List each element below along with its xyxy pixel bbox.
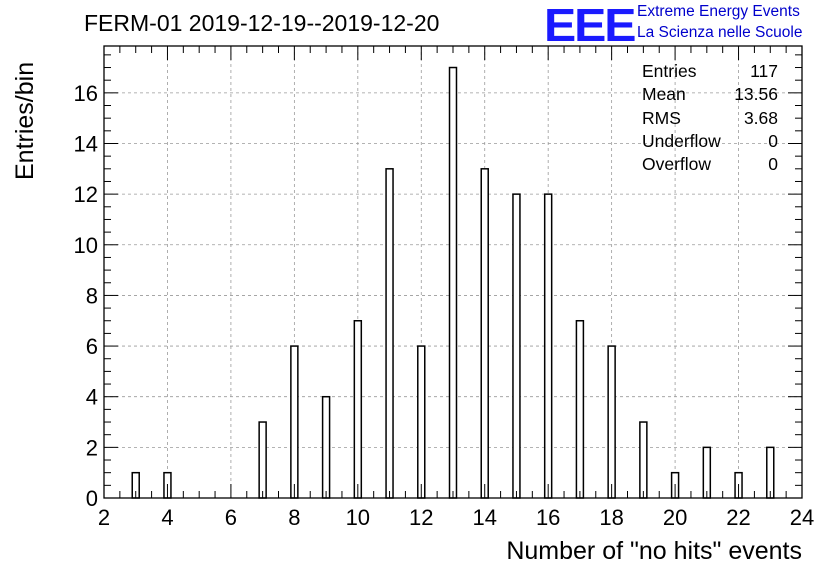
stat-entries: Entries 117 <box>642 60 782 83</box>
stat-key: Underflow <box>642 130 721 151</box>
x-tick-label: 2 <box>98 505 110 530</box>
eee-logo-mark: EEE <box>544 0 636 51</box>
x-tick-label: 4 <box>161 505 173 530</box>
stat-key: Mean <box>642 84 686 105</box>
x-tick-label: 12 <box>409 505 433 530</box>
stat-value: 13.56 <box>734 84 778 105</box>
histogram-bar <box>702 446 712 499</box>
x-tick-label: 10 <box>346 505 370 530</box>
x-tick-label: 24 <box>790 505 814 530</box>
histogram-bar <box>258 421 267 499</box>
x-tick-label: 8 <box>288 505 300 530</box>
histogram-bar <box>766 446 775 499</box>
histogram-bar <box>448 66 458 499</box>
histogram-bar <box>417 345 426 499</box>
x-tick-label: 6 <box>225 505 237 530</box>
stat-key: RMS <box>642 107 681 128</box>
y-tick-label: 6 <box>86 334 98 359</box>
y-tick-label: 10 <box>74 233 98 258</box>
histogram-bar <box>543 193 553 499</box>
chart-title: FERM-01 2019-12-19--2019-12-20 <box>84 10 440 36</box>
stat-underflow: Underflow 0 <box>642 130 782 153</box>
histogram-bar <box>607 345 616 499</box>
x-axis-label: Number of "no hits" events <box>506 537 802 565</box>
histogram-bar <box>639 421 648 499</box>
y-tick-label: 12 <box>74 182 98 207</box>
x-tick-label: 16 <box>536 505 560 530</box>
stat-value: 0 <box>768 154 778 175</box>
y-tick-label: 8 <box>86 283 98 308</box>
stat-mean: Mean 13.56 <box>642 83 782 106</box>
histogram-bar <box>480 168 489 499</box>
stat-value: 117 <box>750 61 778 81</box>
stat-overflow: Overflow 0 <box>642 153 782 176</box>
stat-value: 3.68 <box>743 107 778 128</box>
logo-line-2: La Scienza nelle Scuole <box>637 24 803 41</box>
y-axis-label: Entries/bin <box>11 61 39 180</box>
stat-rms: RMS 3.68 <box>642 107 782 130</box>
y-tick-label: 4 <box>86 385 98 410</box>
histogram-bar <box>321 395 331 499</box>
stat-value: 0 <box>768 130 778 151</box>
y-tick-label: 14 <box>74 131 98 156</box>
y-tick-label: 16 <box>74 81 98 106</box>
stat-key: Entries <box>642 61 697 81</box>
y-tick-label: 0 <box>86 486 98 511</box>
histogram-bar <box>353 319 363 499</box>
histogram-bar <box>512 193 521 499</box>
stat-key: Overflow <box>642 154 712 175</box>
x-tick-label: 20 <box>663 505 687 530</box>
stats-box: Entries 117 Mean 13.56 RMS 3.68 Underflo… <box>642 60 782 176</box>
histogram-bar <box>290 345 299 499</box>
x-tick-label: 14 <box>472 505 496 530</box>
x-tick-label: 18 <box>599 505 623 530</box>
x-tick-label: 22 <box>726 505 750 530</box>
histogram-bar <box>385 168 394 499</box>
y-tick-label: 2 <box>86 435 98 460</box>
logo-line-1: Extreme Energy Events <box>637 3 800 20</box>
histogram-bar <box>575 319 585 499</box>
